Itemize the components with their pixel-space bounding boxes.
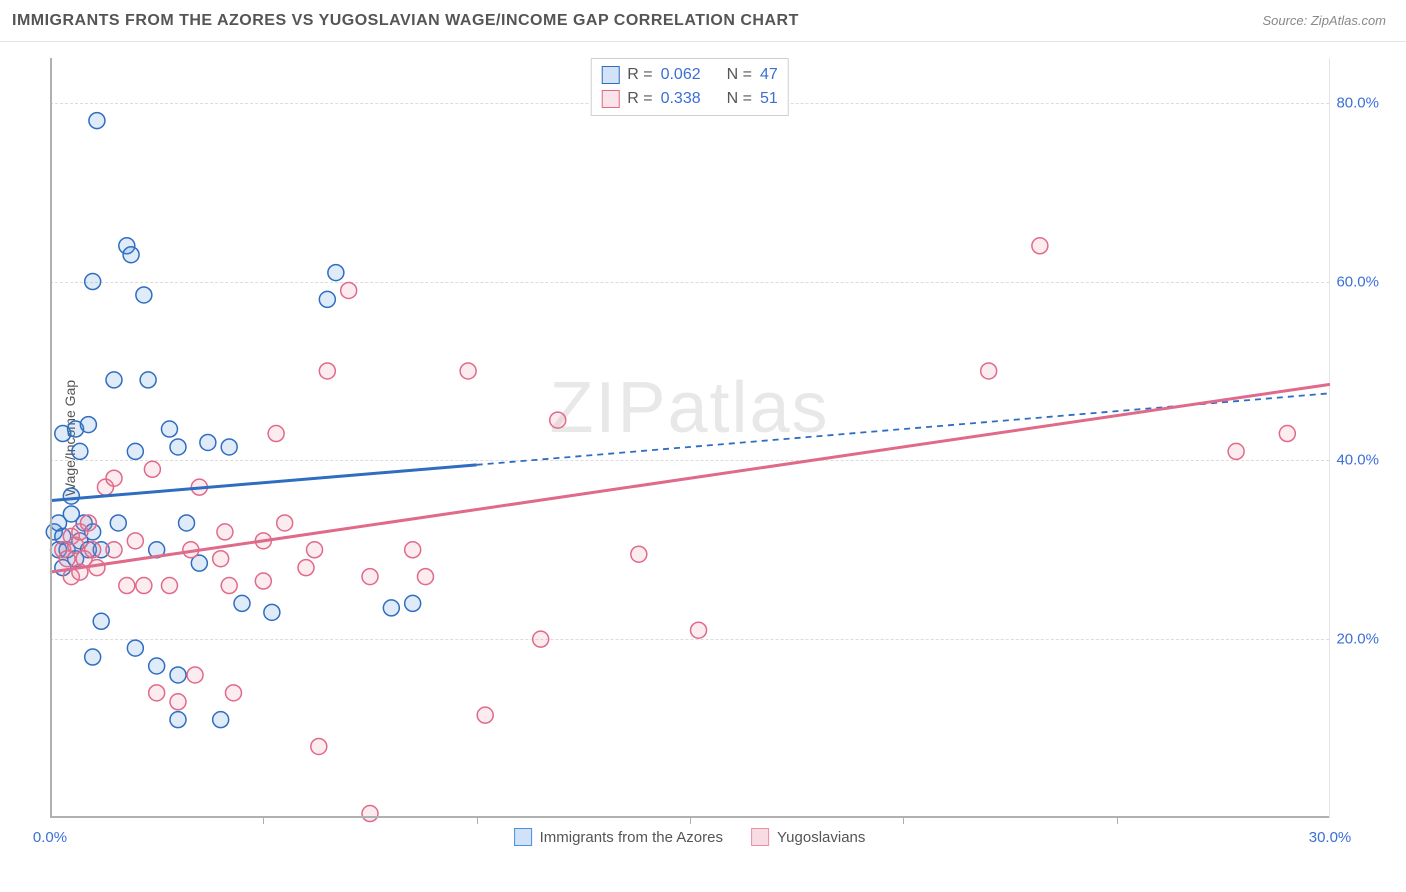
data-point bbox=[127, 443, 143, 459]
data-point bbox=[405, 595, 421, 611]
source-attribution: Source: ZipAtlas.com bbox=[1262, 13, 1386, 28]
data-point bbox=[221, 578, 237, 594]
data-point bbox=[85, 542, 101, 558]
data-point bbox=[264, 604, 280, 620]
data-point bbox=[319, 291, 335, 307]
data-point bbox=[533, 631, 549, 647]
legend-item-0: Immigrants from the Azores bbox=[514, 828, 723, 846]
data-point bbox=[1032, 238, 1048, 254]
r-value-1: 0.338 bbox=[661, 90, 701, 108]
legend-swatch-1 bbox=[751, 828, 769, 846]
data-point bbox=[550, 412, 566, 428]
stats-legend: R = 0.062 N = 47 R = 0.338 N = 51 bbox=[590, 58, 789, 116]
data-point bbox=[1279, 426, 1295, 442]
data-point bbox=[460, 363, 476, 379]
data-point bbox=[161, 421, 177, 437]
data-point bbox=[149, 658, 165, 674]
data-point bbox=[106, 542, 122, 558]
data-point bbox=[268, 426, 284, 442]
data-point bbox=[341, 282, 357, 298]
y-axis bbox=[50, 58, 52, 818]
data-point bbox=[170, 667, 186, 683]
data-point bbox=[691, 622, 707, 638]
data-point bbox=[144, 461, 160, 477]
y-tick-label: 80.0% bbox=[1333, 94, 1379, 111]
data-point bbox=[85, 649, 101, 665]
data-point bbox=[179, 515, 195, 531]
data-point bbox=[106, 470, 122, 486]
data-point bbox=[149, 685, 165, 701]
data-point bbox=[234, 595, 250, 611]
data-point bbox=[631, 546, 647, 562]
data-point bbox=[72, 443, 88, 459]
y-tick-label: 40.0% bbox=[1333, 452, 1379, 469]
data-point bbox=[187, 667, 203, 683]
legend-swatch-0 bbox=[514, 828, 532, 846]
data-point bbox=[298, 560, 314, 576]
data-point bbox=[136, 578, 152, 594]
data-point bbox=[362, 569, 378, 585]
legend-label-0: Immigrants from the Azores bbox=[540, 829, 723, 846]
data-point bbox=[362, 806, 378, 822]
data-point bbox=[277, 515, 293, 531]
data-point bbox=[328, 265, 344, 281]
data-point bbox=[110, 515, 126, 531]
data-point bbox=[213, 551, 229, 567]
stats-row-series-1: R = 0.338 N = 51 bbox=[601, 87, 778, 111]
plot-area: Wage/Income Gap 20.0%40.0%60.0%80.0% ZIP… bbox=[50, 58, 1330, 818]
data-point bbox=[170, 439, 186, 455]
legend-item-1: Yugoslavians bbox=[751, 828, 865, 846]
data-point bbox=[319, 363, 335, 379]
data-point bbox=[217, 524, 233, 540]
data-point bbox=[170, 712, 186, 728]
data-point bbox=[80, 515, 96, 531]
data-point bbox=[89, 560, 105, 576]
chart-title: IMMIGRANTS FROM THE AZORES VS YUGOSLAVIA… bbox=[12, 12, 799, 30]
data-point bbox=[405, 542, 421, 558]
series-legend: Immigrants from the Azores Yugoslavians bbox=[508, 826, 872, 848]
data-point bbox=[161, 578, 177, 594]
plot: Wage/Income Gap 20.0%40.0%60.0%80.0% ZIP… bbox=[50, 58, 1370, 818]
data-point bbox=[311, 738, 327, 754]
scatter-svg bbox=[50, 58, 1330, 818]
data-point bbox=[119, 578, 135, 594]
data-point bbox=[200, 434, 216, 450]
swatch-series-0 bbox=[601, 66, 619, 84]
data-point bbox=[170, 694, 186, 710]
data-point bbox=[417, 569, 433, 585]
data-point bbox=[93, 613, 109, 629]
data-point bbox=[255, 573, 271, 589]
x-tick-label: 0.0% bbox=[33, 829, 67, 846]
data-point bbox=[123, 247, 139, 263]
data-point bbox=[981, 363, 997, 379]
legend-label-1: Yugoslavians bbox=[777, 829, 865, 846]
stats-row-series-0: R = 0.062 N = 47 bbox=[601, 63, 778, 87]
x-tick-label: 30.0% bbox=[1309, 829, 1352, 846]
data-point bbox=[80, 417, 96, 433]
data-point bbox=[127, 640, 143, 656]
data-point bbox=[89, 113, 105, 129]
data-point bbox=[213, 712, 229, 728]
data-point bbox=[307, 542, 323, 558]
n-value-1: 51 bbox=[760, 90, 778, 108]
trend-line bbox=[50, 384, 1330, 572]
data-point bbox=[127, 533, 143, 549]
data-point bbox=[221, 439, 237, 455]
title-bar: IMMIGRANTS FROM THE AZORES VS YUGOSLAVIA… bbox=[0, 0, 1406, 42]
r-value-0: 0.062 bbox=[661, 66, 701, 84]
y-tick-label: 20.0% bbox=[1333, 631, 1379, 648]
data-point bbox=[1228, 443, 1244, 459]
data-point bbox=[225, 685, 241, 701]
data-point bbox=[63, 488, 79, 504]
data-point bbox=[85, 274, 101, 290]
n-value-0: 47 bbox=[760, 66, 778, 84]
data-point bbox=[140, 372, 156, 388]
swatch-series-1 bbox=[601, 90, 619, 108]
data-point bbox=[383, 600, 399, 616]
data-point bbox=[477, 707, 493, 723]
y-tick-label: 60.0% bbox=[1333, 273, 1379, 290]
data-point bbox=[106, 372, 122, 388]
data-point bbox=[136, 287, 152, 303]
